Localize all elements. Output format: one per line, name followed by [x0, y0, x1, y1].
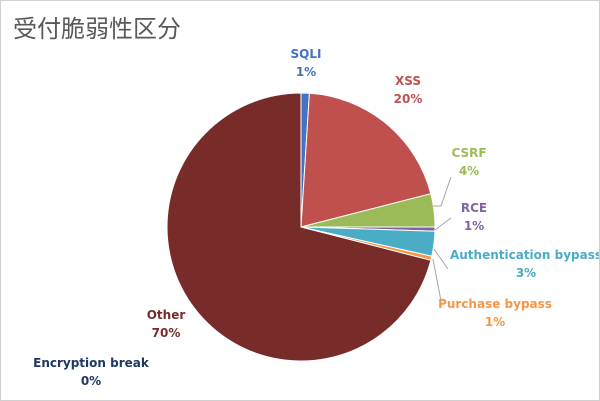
pie-slices: [166, 92, 436, 362]
slice-name-encryption-break: Encryption break: [33, 356, 150, 370]
slice-name-csrf: CSRF: [451, 146, 486, 160]
leader-line-purchase-bypass: [432, 258, 442, 302]
slice-labels: SQLI 1% XSS 20% CSRF 4% RCE 1% Authentication by…: [33, 47, 599, 388]
chart-title: 受付脆弱性区分: [13, 15, 181, 43]
slice-percent-encryption-break: 0%: [81, 374, 101, 388]
leader-line-authentication-bypass: [433, 248, 449, 270]
slice-percent-csrf: 4%: [459, 164, 479, 178]
slice-name-authentication-bypass: Authentication bypass: [450, 248, 599, 262]
pie-slice-xss: [300, 92, 432, 228]
slice-name-other: Other: [147, 308, 186, 322]
slice-name-sqli: SQLI: [291, 47, 322, 61]
slice-name-purchase-bypass: Purchase bypass: [438, 297, 552, 311]
slice-percent-xss: 20%: [394, 92, 423, 106]
leader-line-rce: [434, 217, 452, 231]
slice-name-rce: RCE: [461, 201, 487, 215]
leader-lines: [432, 176, 452, 302]
slice-percent-other: 70%: [152, 326, 181, 340]
slice-percent-sqli: 1%: [296, 65, 316, 79]
slice-percent-authentication-bypass: 3%: [516, 266, 536, 280]
slice-name-xss: XSS: [395, 74, 421, 88]
slice-percent-rce: 1%: [464, 219, 484, 233]
pie-slice-other: [166, 92, 432, 362]
leader-line-csrf: [433, 176, 452, 207]
slice-percent-purchase-bypass: 1%: [485, 315, 505, 329]
